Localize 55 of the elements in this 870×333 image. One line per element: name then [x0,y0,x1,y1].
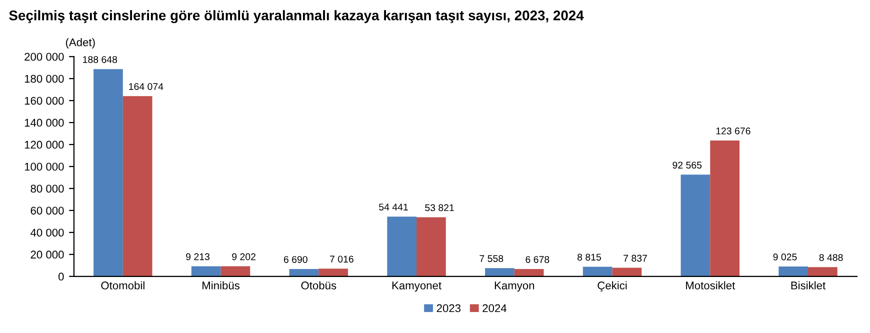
y-tick-label: 60 000 [30,206,64,215]
data-label: 164 074 [129,83,164,90]
bar [416,217,446,276]
bar [680,174,710,276]
data-label: 9 213 [186,253,210,260]
legend-label: 2023 [436,304,461,312]
bar [710,140,740,276]
data-label: 6 690 [284,256,308,263]
y-tick-label: 40 000 [30,228,64,237]
data-label: 7 558 [480,255,504,262]
y-tick-label: 80 000 [30,184,64,193]
bar [94,69,123,276]
x-tick-label: Motosiklet [686,281,736,290]
x-tick-label: Kamyonet [392,282,442,292]
x-tick-label: Otomobil [101,281,144,290]
x-tick-label: Kamyon [494,282,534,292]
bar [778,266,808,276]
data-label: 92 565 [672,162,702,169]
y-tick-label: 0 [58,272,64,281]
data-label: 53 821 [425,204,454,212]
bar [485,268,514,276]
data-label: 7 837 [624,254,647,262]
data-label: 9 025 [773,254,797,260]
x-tick-label: Otobüs [301,281,336,290]
y-tick-label: 140 000 [24,118,64,127]
y-tick-label: 120 000 [24,140,64,149]
y-axis-title: (Adet) [66,38,95,48]
y-tick-label: 160 000 [24,96,64,105]
data-label: 8 488 [819,254,843,261]
y-tick-label: 180 000 [24,74,64,83]
data-label: 54 441 [379,204,408,210]
bar [612,268,642,276]
bar [514,269,544,276]
data-label: 123 676 [716,128,750,134]
bar [387,216,417,276]
data-label: 188 648 [83,56,118,63]
y-tick-label: 20 000 [30,250,64,259]
bar [122,96,152,276]
bar [808,267,838,276]
bar [191,266,221,276]
y-tick-label: 100 000 [24,162,64,171]
chart-title: Seçilmiş taşıt cinslerine göre ölümlü yaralanmalı kazaya karışan taşıt sayısı, 2023, 2024 [9,10,584,24]
x-tick-label: Çekici [598,281,627,292]
data-label: 8 815 [578,254,602,261]
y-tick-label: 200 000 [24,52,64,61]
bar [582,266,612,276]
data-label: 9 202 [232,253,256,260]
legend-label: 2024 [482,304,507,312]
bar [289,269,319,276]
bar [318,268,348,276]
x-tick-label: Bisiklet [791,281,826,290]
bar [220,266,250,276]
data-label: 6 678 [526,256,550,263]
data-label: 7 016 [330,256,354,263]
x-tick-label: Minibüs [202,281,240,290]
